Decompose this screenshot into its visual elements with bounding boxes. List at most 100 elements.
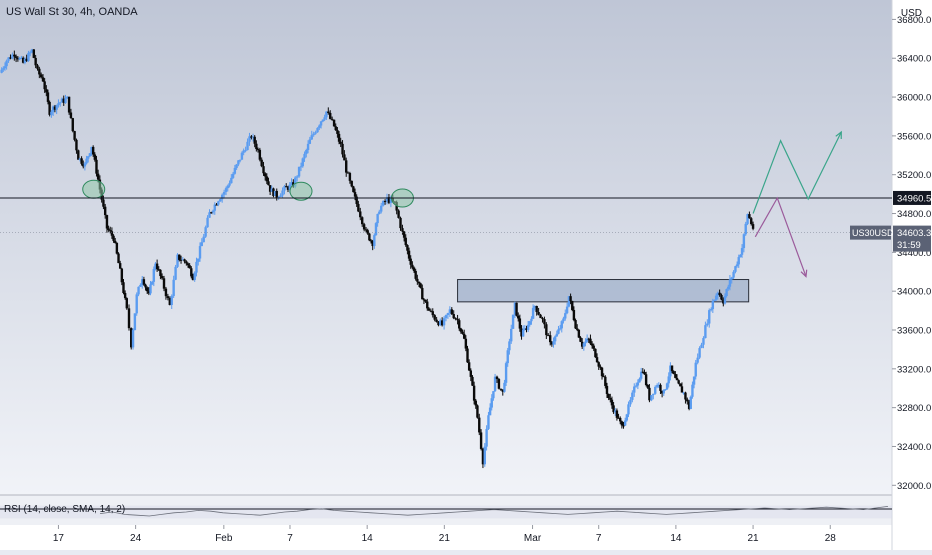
- candle-body: [51, 106, 55, 112]
- candle-body: [597, 362, 600, 367]
- candle-body: [350, 180, 353, 187]
- y-tick-label: 35200.0: [897, 170, 931, 181]
- candle-body: [609, 398, 612, 400]
- candle-body: [414, 270, 417, 279]
- candle-body: [110, 231, 114, 236]
- candle-body: [294, 177, 297, 187]
- candle-body: [263, 173, 267, 177]
- candle-body: [242, 150, 245, 153]
- candle-body: [5, 60, 8, 67]
- candle-body: [464, 338, 468, 349]
- candle-body: [634, 385, 638, 387]
- projection-up-path[interactable]: [752, 131, 842, 214]
- x-tick-label: 24: [130, 533, 142, 544]
- candle-body: [553, 336, 557, 342]
- level-price-badge: [893, 190, 931, 205]
- candle-body: [164, 288, 168, 297]
- candle-body: [376, 213, 379, 224]
- candle-body: [206, 217, 209, 228]
- candle-body: [654, 386, 657, 394]
- candle-body: [411, 264, 414, 268]
- x-tick-label: 14: [362, 533, 374, 544]
- highlight-circle[interactable]: [289, 181, 313, 201]
- candle-body: [13, 54, 16, 57]
- candle-body: [16, 57, 20, 60]
- candle-body: [713, 299, 716, 302]
- candle-body: [66, 96, 69, 99]
- candle-body: [614, 410, 617, 413]
- candle-body: [427, 308, 431, 311]
- x-tick-label: Feb: [215, 533, 233, 544]
- y-tick-label: 36000.0: [897, 93, 931, 104]
- candle-body: [722, 299, 725, 304]
- candle-body: [166, 296, 170, 299]
- candle-body: [237, 160, 240, 165]
- candle-body: [629, 399, 632, 405]
- candle-body: [419, 283, 422, 288]
- candle-body: [145, 287, 149, 292]
- candle-body: [487, 415, 490, 429]
- candle-body: [83, 163, 87, 167]
- highlight-circle[interactable]: [82, 179, 106, 199]
- candle-body: [481, 448, 485, 465]
- candle-body: [579, 337, 582, 342]
- candle-body: [55, 105, 58, 110]
- candle-body: [154, 263, 157, 270]
- candle-body: [159, 269, 162, 277]
- candle-body: [80, 158, 83, 164]
- candle-body: [562, 318, 565, 322]
- candle-body: [312, 133, 315, 136]
- candle-body: [543, 319, 546, 325]
- candle-body: [64, 98, 67, 103]
- candle-body: [485, 428, 488, 447]
- candle-body: [602, 376, 605, 378]
- candle-body: [295, 176, 299, 178]
- candle-body: [285, 186, 288, 188]
- candle-body: [253, 136, 256, 144]
- candle-body: [357, 204, 360, 212]
- candle-body: [479, 432, 483, 449]
- candle-body: [336, 130, 339, 134]
- candle-body: [71, 118, 74, 132]
- candle-body: [152, 269, 156, 282]
- candle-body: [248, 136, 251, 142]
- candle-body: [362, 224, 366, 230]
- candle-body: [584, 341, 587, 344]
- candle-body: [329, 112, 332, 119]
- candle-body: [725, 289, 728, 297]
- candle-body: [702, 338, 705, 345]
- candle-body: [3, 66, 7, 69]
- countdown-badge-text: 31:59: [897, 240, 921, 251]
- support-zone-rectangle[interactable]: [457, 279, 750, 303]
- candle-body: [716, 292, 719, 296]
- candle-body: [421, 287, 424, 300]
- rsi-band: [0, 505, 892, 519]
- symbol-badge-text: US30USD: [852, 228, 894, 238]
- candle-body: [564, 313, 567, 319]
- rsi-indicator-label[interactable]: RSI (14, close, SMA, 14, 2): [4, 504, 126, 515]
- candle-body: [533, 305, 536, 308]
- projection-down-path[interactable]: [754, 196, 807, 277]
- candle-body: [672, 371, 675, 374]
- candle-body: [181, 259, 185, 261]
- candle-body: [364, 229, 368, 231]
- candle-body: [402, 231, 406, 238]
- candle-body: [288, 184, 291, 190]
- plot-background: [0, 0, 892, 495]
- rsi-line: [99, 506, 889, 517]
- candle-body: [90, 146, 93, 154]
- candle-body: [235, 164, 238, 168]
- candle-body: [740, 248, 744, 255]
- candle-body: [141, 279, 144, 285]
- candle-body: [508, 341, 511, 351]
- candle-body: [493, 376, 497, 392]
- candle-body: [213, 204, 216, 211]
- candle-body: [437, 321, 440, 326]
- candle-body: [107, 228, 110, 231]
- candle-body: [14, 56, 18, 58]
- candle-body: [417, 281, 421, 284]
- candle-body: [539, 314, 542, 319]
- candle-body: [700, 344, 703, 349]
